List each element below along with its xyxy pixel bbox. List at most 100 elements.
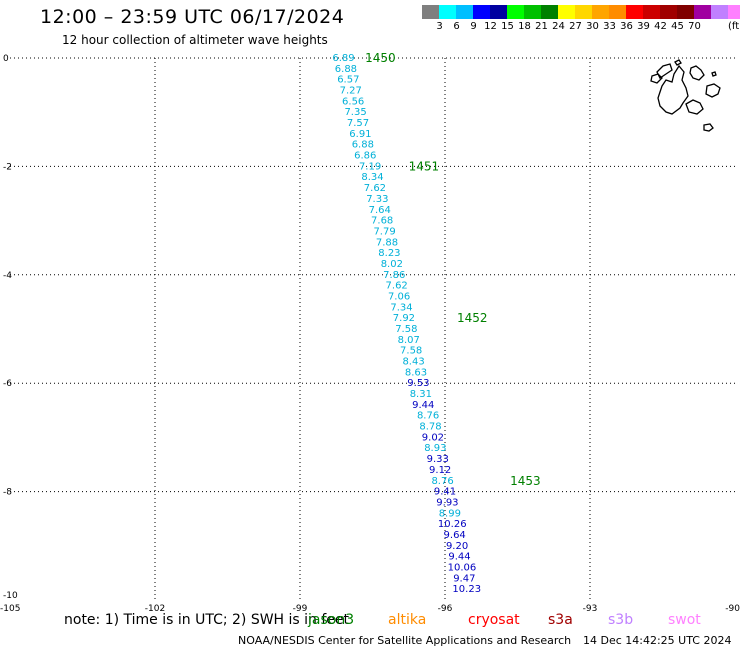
wave-height-label: 8.99 [439, 508, 461, 519]
wave-height-label: 8.78 [419, 422, 441, 433]
color-scale-label: 12 [484, 21, 497, 32]
latitude-tick-label: -4 [3, 271, 12, 281]
wave-height-label: 9.64 [444, 530, 466, 541]
color-scale-swatch [524, 5, 541, 19]
wave-height-label: 7.57 [347, 118, 369, 129]
island-outline [657, 64, 689, 115]
island-outline [674, 59, 682, 66]
map-subtitle: 12 hour collection of altimeter wave hei… [62, 33, 328, 47]
legend-item-s3b: s3b [608, 612, 634, 628]
pass-label: 1452 [457, 311, 488, 325]
longitude-tick-label: -99 [293, 604, 308, 614]
credit-footer: NOAA/NESDIS Center for Satellite Applica… [238, 634, 572, 647]
color-scale-label: 42 [654, 21, 667, 32]
wave-height-label: 9.53 [407, 378, 429, 389]
latitude-tick-label: -2 [3, 162, 12, 172]
pass-label: 1450 [365, 51, 396, 65]
wave-height-label: 8.63 [405, 367, 427, 378]
color-scale-label: 27 [569, 21, 582, 32]
wave-height-label: 6.56 [342, 96, 364, 107]
wave-height-label: 7.58 [400, 346, 422, 357]
wave-height-label: 9.44 [448, 552, 470, 563]
wave-height-label: 8.31 [410, 389, 432, 400]
color-scale-label: 3 [436, 21, 443, 32]
wave-height-label: 7.88 [376, 237, 398, 248]
island-outline [685, 99, 704, 115]
color-scale-swatch [677, 5, 694, 19]
wave-height-label: 9.33 [427, 454, 449, 465]
color-scale-label: 70 [688, 21, 701, 32]
color-scale-swatch [422, 5, 439, 19]
wave-height-label: 7.79 [373, 226, 395, 237]
wave-height-label: 7.06 [388, 291, 410, 302]
color-scale-label: 21 [535, 21, 548, 32]
longitude-tick-label: -96 [438, 604, 453, 614]
legend-item-s3a: s3a [548, 612, 573, 628]
legend-item-altika: altika [388, 612, 427, 628]
map-title: 12:00 – 23:59 UTC 06/17/2024 [40, 6, 345, 28]
legend-item-swot: swot [668, 612, 701, 628]
longitude-tick-label: -90 [725, 604, 740, 614]
color-scale-label: 45 [671, 21, 684, 32]
color-scale-bar [422, 5, 740, 19]
wave-height-label: 9.93 [436, 497, 458, 508]
latitude-tick-label: -10 [3, 591, 18, 601]
color-scale-swatch [456, 5, 473, 19]
color-scale-label: 9 [470, 21, 477, 32]
wave-height-label: 9.47 [453, 573, 475, 584]
island-outline [705, 83, 721, 98]
color-scale-swatch [660, 5, 677, 19]
wave-height-label: 8.02 [381, 259, 403, 270]
wave-height-label: 8.34 [361, 172, 383, 183]
pass-label: 1451 [409, 159, 440, 173]
wave-height-label: 6.88 [335, 64, 357, 75]
color-scale-swatch [473, 5, 490, 19]
wave-height-label: 9.12 [429, 465, 451, 476]
wave-height-label: 7.62 [364, 183, 386, 194]
longitude-tick-label: -93 [583, 604, 598, 614]
color-scale-label: 15 [501, 21, 514, 32]
color-scale-label: 30 [586, 21, 599, 32]
wave-height-label: 7.19 [359, 161, 381, 172]
island-outline [650, 73, 663, 84]
island-outline [656, 63, 673, 79]
color-scale-swatch [643, 5, 660, 19]
wave-height-label: 6.89 [332, 53, 354, 64]
wave-height-label: 9.20 [446, 541, 468, 552]
color-scale-swatch [575, 5, 592, 19]
island-outline [689, 65, 705, 81]
wave-height-label: 7.86 [383, 270, 405, 281]
wave-height-label: 9.44 [412, 400, 434, 411]
longitude-tick-label: -102 [145, 604, 165, 614]
color-scale-swatch [711, 5, 728, 19]
color-scale-swatch [490, 5, 507, 19]
legend-item-cryosat: cryosat [468, 612, 520, 628]
wave-height-label: 8.43 [402, 357, 424, 368]
color-scale-swatch [728, 5, 740, 19]
wave-height-label: 8.23 [378, 248, 400, 259]
color-scale-label: 6 [453, 21, 460, 32]
color-scale-swatch [694, 5, 711, 19]
color-scale-label: 39 [637, 21, 650, 32]
color-scale-label: 18 [518, 21, 531, 32]
wave-height-label: 6.57 [337, 75, 359, 86]
color-scale-unit: (ft) [728, 21, 740, 32]
wave-height-label: 7.34 [390, 302, 412, 313]
color-scale-label: 24 [552, 21, 565, 32]
wave-height-label: 7.58 [395, 324, 417, 335]
wave-height-label: 7.33 [366, 194, 388, 205]
wave-height-label: 10.23 [452, 584, 481, 595]
wave-height-label: 8.07 [398, 335, 420, 346]
color-scale-swatch [541, 5, 558, 19]
color-scale-swatch [592, 5, 609, 19]
wave-height-label: 7.92 [393, 313, 415, 324]
wave-height-label: 9.02 [422, 432, 444, 443]
note-text: note: 1) Time is in UTC; 2) SWH is in fe… [64, 612, 350, 628]
wave-height-label: 7.64 [369, 205, 391, 216]
color-scale-swatch [558, 5, 575, 19]
pass-label: 1453 [510, 474, 541, 488]
wave-height-label: 9.41 [434, 487, 456, 498]
island-outline [711, 71, 717, 77]
